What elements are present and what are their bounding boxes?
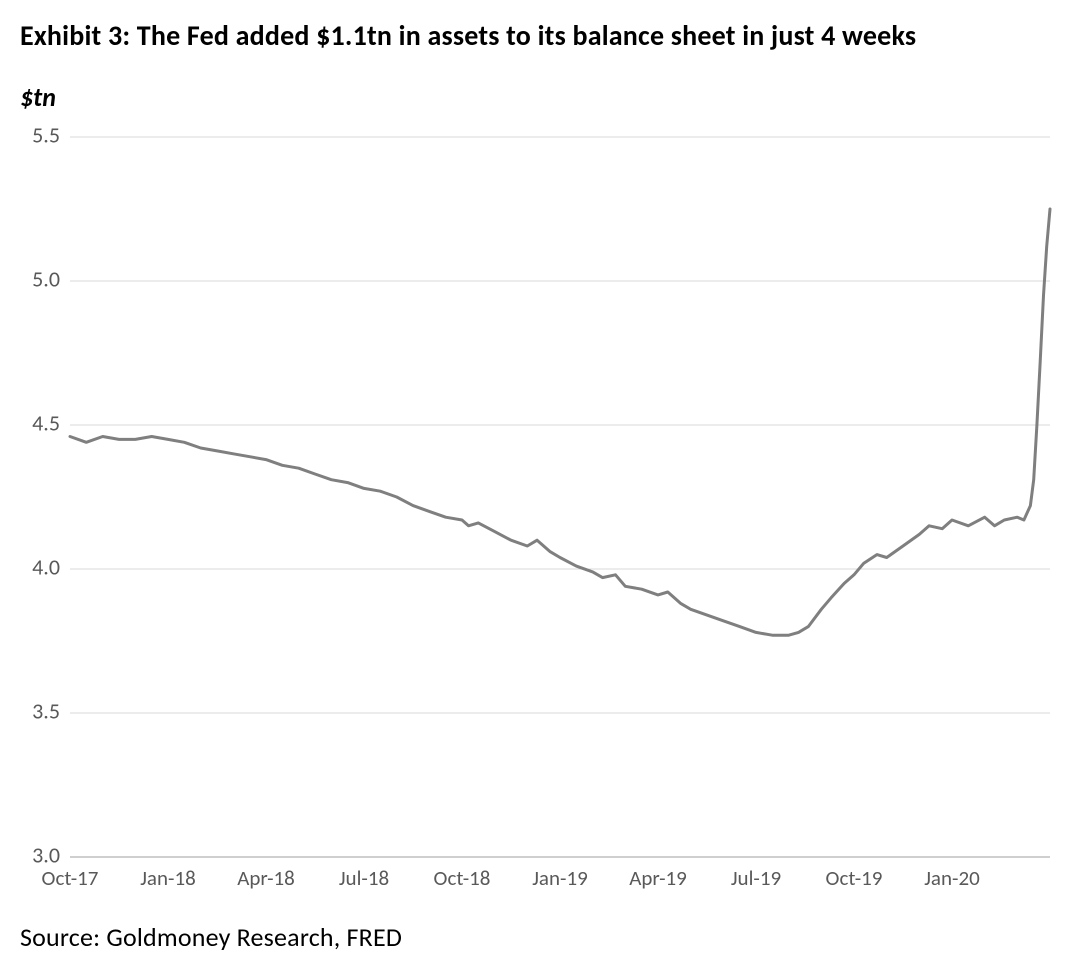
- x-tick-label: Oct-19: [826, 865, 883, 891]
- x-tick-label: Jul-18: [339, 865, 389, 891]
- x-tick-label: Apr-18: [237, 865, 295, 891]
- source-attribution: Source: Goldmoney Research, FRED: [20, 921, 1070, 953]
- x-tick-label: Jan-19: [532, 865, 588, 891]
- y-tick-label: 5.5: [32, 121, 60, 148]
- x-tick-label: Jan-18: [140, 865, 196, 891]
- exhibit-container: Exhibit 3: The Fed added $1.1tn in asset…: [0, 0, 1080, 967]
- x-tick-label: Apr-19: [629, 865, 687, 891]
- y-tick-label: 4.0: [32, 553, 60, 580]
- x-tick-label: Oct-17: [42, 865, 99, 891]
- y-tick-label: 5.0: [32, 265, 60, 292]
- y-tick-label: 3.5: [32, 697, 60, 724]
- x-tick-label: Oct-18: [434, 865, 491, 891]
- series-fed_balance_sheet: [70, 209, 1050, 635]
- y-axis-label: $tn: [20, 81, 1070, 113]
- chart-title: Exhibit 3: The Fed added $1.1tn in asset…: [20, 18, 1070, 53]
- x-tick-label: Jul-19: [731, 865, 781, 891]
- chart-area: 3.03.54.04.55.05.5Oct-17Jan-18Apr-18Jul-…: [20, 117, 1060, 907]
- line-chart-svg: 3.03.54.04.55.05.5Oct-17Jan-18Apr-18Jul-…: [20, 117, 1060, 907]
- x-tick-label: Jan-20: [924, 865, 980, 891]
- y-tick-label: 4.5: [32, 409, 60, 436]
